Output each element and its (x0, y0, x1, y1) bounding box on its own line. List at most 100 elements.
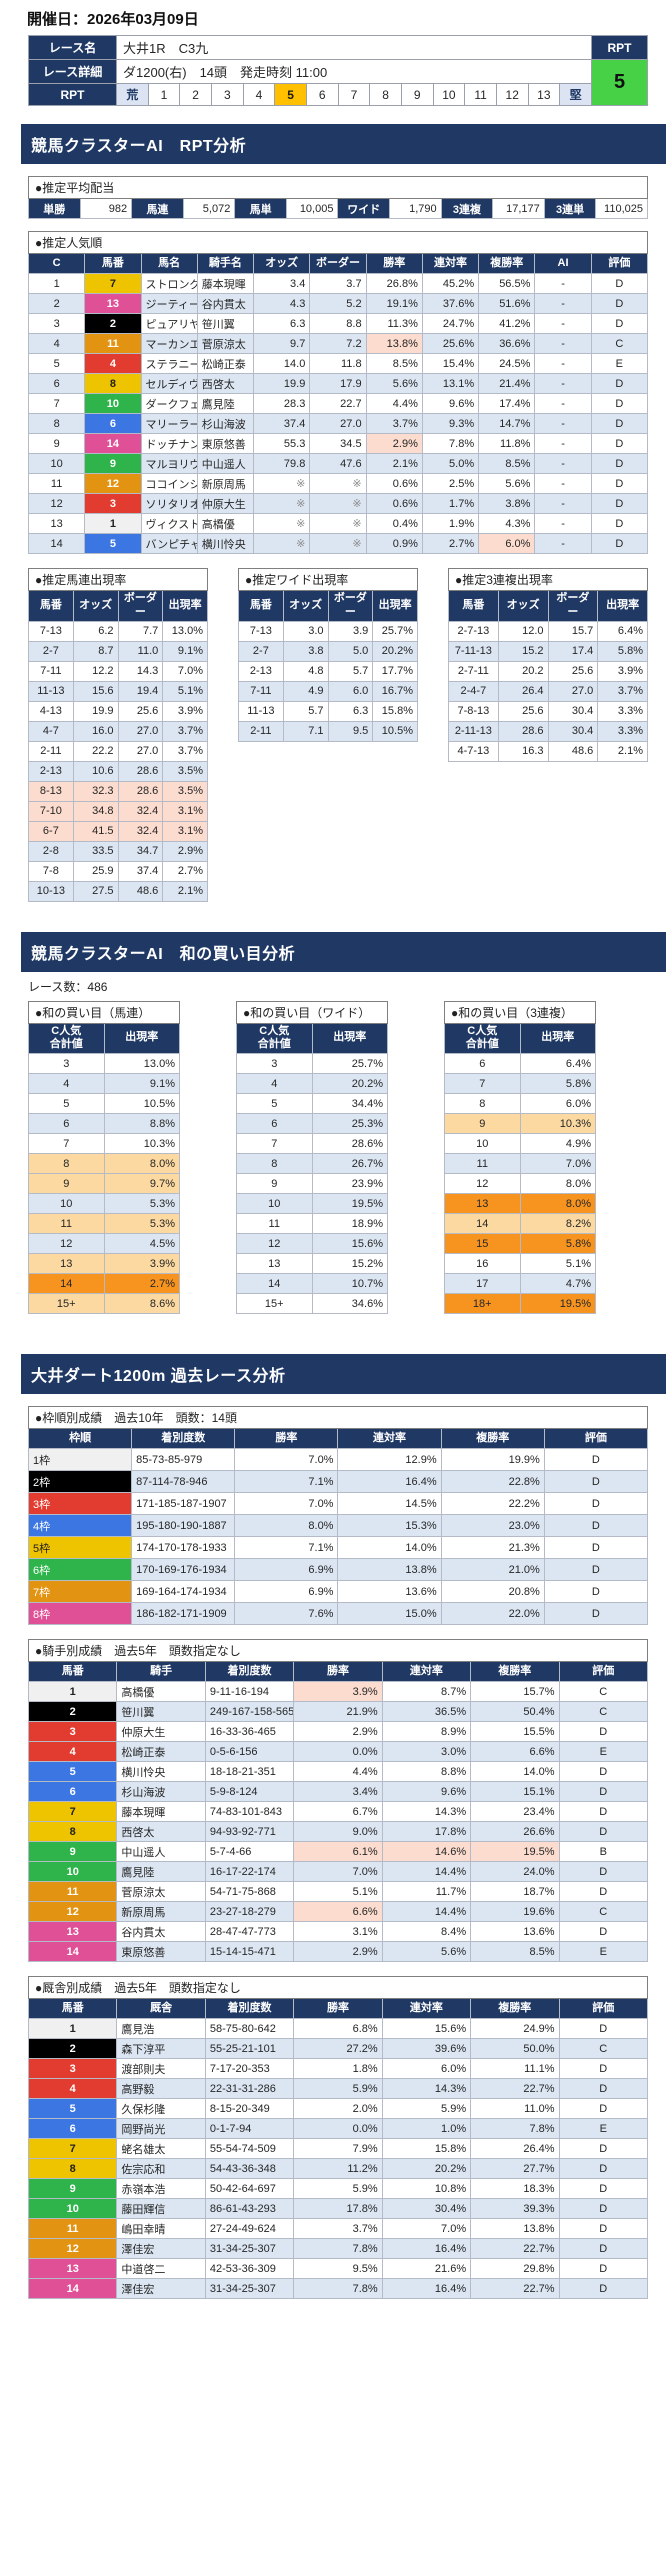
appearance-row: 4-7 16.0 27.0 3.7% (28, 720, 208, 742)
quinella-rate: 45.2% (421, 273, 480, 294)
column-header-0: 馬番 (238, 590, 284, 622)
rpt-scale-cell-13: 13 (527, 83, 561, 106)
jockey-name: 東原悠善 (196, 433, 255, 454)
column-header-1: 出現率 (311, 1022, 388, 1054)
payout-type-4: 3連複 (440, 198, 494, 219)
horse-number-badge: 12 (27, 1901, 118, 1922)
show-rate: 22.8% (440, 1470, 545, 1493)
jockey-results-header-row: 馬番 騎手 着別度数 勝率 連対率 複勝率 評価 (27, 1661, 649, 1682)
win-rate: 1.8% (293, 2058, 383, 2079)
win-rate: 0.9% (365, 533, 423, 554)
column-header-3: 出現率 (372, 590, 418, 622)
combination-numbers: 7-11 (28, 660, 74, 682)
horse-number-badge: 6 (27, 1781, 118, 1802)
appearance-rate: 8.0% (519, 1193, 596, 1214)
jockey-results-label-row: ●騎手別成績 過去5年 頭数指定なし (28, 1639, 648, 1662)
section-title-wa: 競馬クラスターAI 和の買い目分析 (21, 931, 666, 972)
jockey-name: 笹川翼 (116, 1701, 206, 1722)
appearance-rate: 3.5% (162, 780, 208, 802)
column-header-7: 連対率 (421, 253, 480, 274)
appearance-rate: 10.3% (103, 1133, 180, 1154)
rank-value: 13 (27, 513, 86, 534)
appearance-row: 7-13 6.2 7.7 13.0% (28, 620, 208, 642)
horse-number-badge: 7 (27, 1801, 118, 1822)
finish-record: 16-33-36-465 (204, 1721, 295, 1742)
rpt-scale-cell-9: 9 (400, 83, 434, 106)
border-value: 30.4 (547, 700, 599, 722)
evaluation-grade: D (558, 2178, 649, 2199)
odds-value: 4.3 (253, 293, 311, 314)
show-rate: 21.3% (440, 1536, 545, 1559)
rank-value: 2 (27, 293, 86, 314)
appearance-tables-row: ●推定馬連出現率 馬番 オッズ ボーダー 出現率 7-13 6.2 7.7 13.0% 2-7 8.… (28, 568, 672, 902)
show-rate: 18.7% (470, 1881, 560, 1902)
horse-number-badge: 11 (84, 333, 142, 354)
column-header-5: 評価 (543, 1428, 649, 1449)
evaluation-grade: D (543, 1448, 649, 1471)
appearance-rate: 10.3% (519, 1113, 596, 1134)
quinella-rate: 15.0% (337, 1602, 442, 1625)
popularity-sum: 14 (236, 1273, 313, 1294)
jockey-row: 10 鷹見陸 16-17-22-174 7.0% 14.4% 24.0% D (27, 1861, 649, 1882)
popularity-sum: 5 (28, 1093, 105, 1114)
odds-value: 3.0 (282, 620, 329, 642)
border-value: 6.3 (327, 700, 374, 722)
stable-results-header-row: 馬番 厩舎 着別度数 勝率 連対率 複勝率 評価 (27, 1998, 649, 2019)
combination-numbers: 7-11 (238, 680, 284, 702)
win-rate: 5.6% (365, 373, 423, 394)
odds-value: 25.6 (497, 700, 549, 722)
border-value: 27.0 (117, 720, 164, 742)
wa-row: 8 26.7% (236, 1153, 388, 1174)
appearance-label: ●推定ワイド出現率 (238, 568, 418, 591)
jockey-row: 11 菅原涼太 54-71-75-868 5.1% 11.7% 18.7% D (27, 1881, 649, 1902)
horse-number-badge: 2 (27, 2038, 118, 2059)
quinella-rate: 37.6% (421, 293, 480, 314)
quinella-rate: 14.4% (381, 1861, 472, 1882)
wa-umaren-table: ●和の買い目（馬連） C人気 合計値 出現率 3 13.0% 4 9.1% 5 10.5% 6 8.… (28, 1000, 180, 1314)
column-header-3: 連対率 (337, 1428, 442, 1449)
evaluation-grade: D (590, 373, 649, 394)
odds-value: 19.9 (72, 700, 119, 722)
appearance-rate: 5.8% (597, 640, 648, 662)
evaluation-grade: C (558, 2038, 649, 2059)
show-rate: 15.5% (470, 1721, 560, 1742)
stable-name: 蛯名雄太 (116, 2138, 206, 2159)
show-rate: 8.5% (470, 1941, 560, 1962)
border-value: 34.7 (117, 840, 164, 862)
rpt-scale-cell-2: 2 (179, 83, 212, 106)
finish-record: 5-7-4-66 (204, 1841, 295, 1862)
wa-row: 3 25.7% (236, 1053, 388, 1074)
odds-value: 28.6 (497, 720, 549, 742)
ai-value: - (534, 373, 592, 394)
rank-value: 7 (27, 393, 86, 414)
border-value: 27.0 (547, 680, 599, 702)
win-rate: 11.2% (293, 2158, 383, 2179)
horse-number-badge: 14 (27, 1941, 118, 1962)
show-rate: 22.2% (440, 1492, 545, 1515)
quinella-rate: 14.4% (381, 1901, 472, 1922)
popularity-sum: 12 (236, 1233, 313, 1254)
wa-header-row: C人気 合計値 出現率 (444, 1022, 596, 1054)
column-header-4: 複勝率 (440, 1428, 545, 1449)
combination-numbers: 2-11-13 (448, 720, 499, 742)
quinella-rate: 5.6% (381, 1941, 472, 1962)
horse-name: ピュアリヤン (140, 313, 198, 334)
popularity-sum: 13 (28, 1253, 105, 1274)
stable-name: 久保杉隆 (116, 2098, 206, 2119)
finish-record: 94-93-92-771 (204, 1821, 295, 1842)
odds-value: 14.0 (253, 353, 311, 374)
horse-number-badge: 11 (27, 2218, 118, 2239)
odds-value: 3.4 (253, 273, 311, 294)
column-header-3: 出現率 (162, 590, 208, 622)
rpt-value: 5 (591, 59, 648, 106)
win-rate: 3.7% (365, 413, 423, 434)
jockey-name: 鷹見陸 (196, 393, 255, 414)
evaluation-grade: D (558, 1861, 649, 1882)
section-title-past: 大井ダート1200m 過去レース分析 (21, 1354, 666, 1394)
payout-type-0: 単勝 (28, 198, 81, 219)
odds-value: 55.3 (253, 433, 311, 454)
evaluation-grade: C (558, 1901, 649, 1922)
popularity-sum: 8 (28, 1153, 105, 1174)
finish-record: 186-182-171-1909 (131, 1602, 236, 1625)
horse-number-badge: 3 (27, 2058, 118, 2079)
